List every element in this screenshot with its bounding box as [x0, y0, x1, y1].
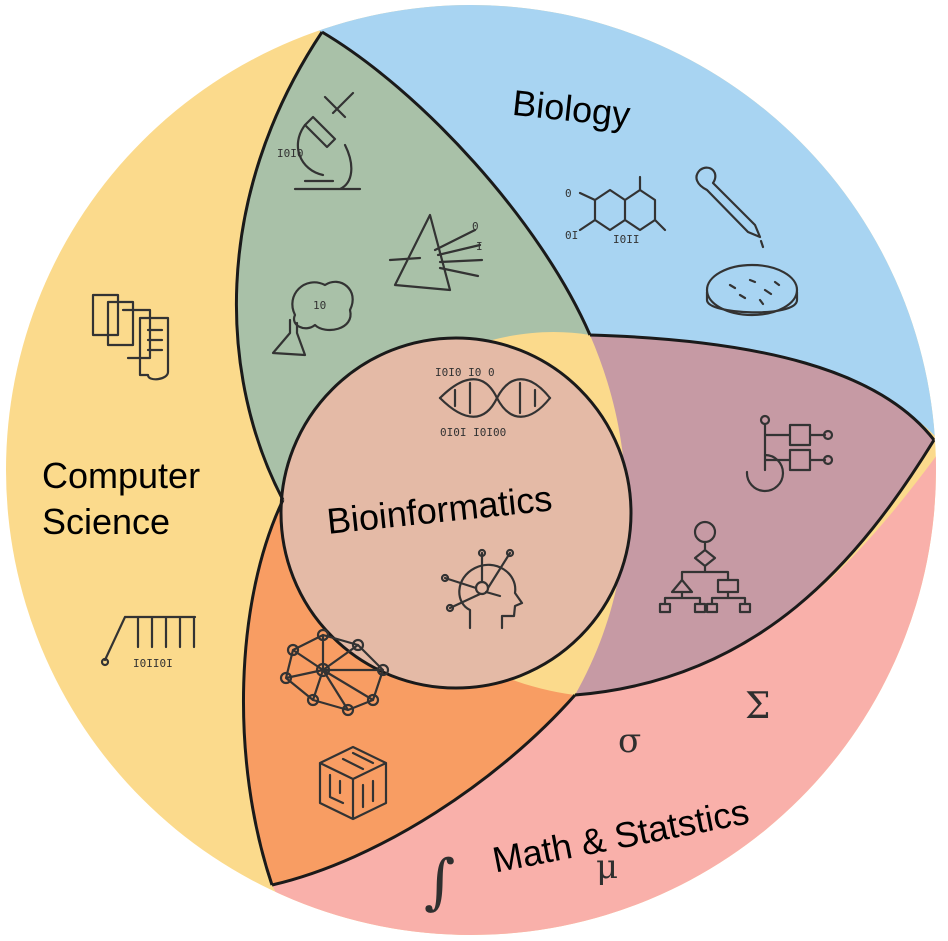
svg-text:I: I	[476, 240, 483, 253]
svg-text:0: 0	[472, 220, 479, 233]
pipette-icon	[695, 166, 765, 249]
computer-science-label-line2: Science	[42, 501, 170, 542]
svg-text:0I: 0I	[565, 229, 578, 242]
svg-text:0I0I I0I00: 0I0I I0I00	[440, 426, 506, 439]
math-statistics-region	[272, 440, 936, 935]
microscope-icon: I0I0	[277, 91, 362, 191]
svg-text:I0II: I0II	[613, 233, 640, 246]
biology-cs-overlap	[236, 32, 590, 500]
neural-network-icon	[279, 628, 390, 717]
svg-text:I0I0 I0 0: I0I0 I0 0	[435, 366, 495, 379]
integral-symbol: ∫	[424, 847, 455, 917]
sigma-upper-symbol: Σ	[745, 686, 770, 727]
svg-text:0: 0	[565, 187, 572, 200]
documents-icon	[91, 293, 170, 381]
sigma-lower-symbol: σ	[618, 721, 641, 761]
svg-text:I0II0I: I0II0I	[133, 657, 173, 670]
dna-icon: I0I0 I0 0 0I0I I0I00	[435, 366, 552, 439]
flask-icon: 10	[271, 280, 354, 357]
svg-text:10: 10	[313, 299, 326, 312]
molecule-icon: 0 0I I0II	[565, 175, 667, 246]
svg-text:I0I0: I0I0	[277, 147, 304, 160]
newtons-cradle-icon: I0II0I	[100, 615, 197, 670]
flowchart-icon	[658, 520, 752, 614]
maze-cube-icon	[318, 745, 388, 821]
bioinformatics-center	[281, 338, 631, 688]
computer-science-label-line1: Computer	[42, 455, 200, 496]
mu-symbol: μ	[596, 847, 618, 887]
petri-dish-icon	[705, 263, 799, 317]
ai-head-icon	[440, 548, 524, 630]
prism-icon: 0 I	[388, 213, 484, 292]
graph-tree-icon	[745, 414, 834, 493]
